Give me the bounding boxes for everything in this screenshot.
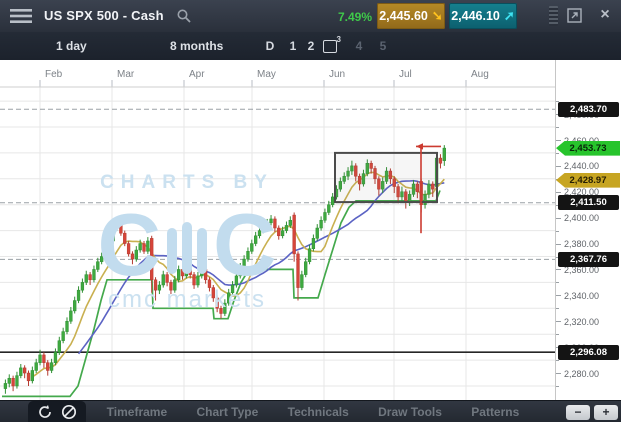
axis-tick — [556, 204, 559, 206]
axis-tick — [556, 334, 559, 336]
axis-tick — [556, 217, 561, 219]
svg-text:Jul: Jul — [399, 69, 412, 80]
axis-tick — [556, 373, 561, 374]
axis-tick — [556, 191, 561, 193]
instrument-title: US SPX 500 - Cash — [44, 8, 164, 23]
chart-tab-1[interactable]: 1 — [289, 39, 297, 53]
month-labels: Feb Mar Apr May Jun Jul Aug — [45, 69, 489, 80]
axis-tick — [556, 140, 561, 141]
price-axis[interactable]: 2,280.002,300.002,320.002,340.002,360.00… — [555, 60, 621, 400]
bottom-toolbar-item-chart-type[interactable]: Chart Type — [196, 405, 259, 419]
price-badge-green: 2,453.73 — [556, 140, 620, 156]
refresh-icon[interactable] — [37, 404, 53, 420]
axis-tick — [556, 152, 559, 154]
zoom-in-button[interactable]: + — [594, 405, 618, 420]
sell-arrow-icon: ➘ — [431, 8, 443, 23]
axis-tick — [556, 165, 561, 167]
bottom-toolbar-item-patterns[interactable]: Patterns — [471, 405, 520, 419]
drawing-annotations — [334, 143, 441, 234]
rectangle-drawing — [334, 151, 438, 204]
close-icon[interactable]: × — [600, 6, 610, 23]
chart-tab-4[interactable]: 4 — [355, 39, 363, 53]
buy-price: 2,446.10 — [451, 9, 500, 23]
menu-hamburger-icon[interactable] — [10, 8, 32, 24]
axis-tick — [556, 256, 559, 258]
axis-tick — [556, 295, 561, 297]
axis-tick-label: 2,460.00 — [564, 135, 600, 146]
buy-arrow-icon: ➚ — [503, 8, 515, 23]
chart-tab-2[interactable]: 2 — [307, 39, 315, 53]
bottom-toolbar-item-timeframe[interactable]: Timeframe — [106, 405, 168, 419]
axis-tick-label: 2,320.00 — [564, 316, 600, 327]
axis-tick — [556, 101, 559, 103]
axis-tick — [556, 282, 559, 284]
drag-grip-handle[interactable] — [549, 6, 558, 26]
price-chart-area[interactable]: Feb Mar Apr May Jun Jul Aug CHARTS BY C C cmc … — [0, 60, 555, 400]
search-icon[interactable] — [177, 9, 191, 23]
axis-tick-label: 2,340.00 — [564, 290, 600, 301]
sell-price: 2,445.60 — [379, 9, 428, 23]
svg-text:May: May — [257, 69, 276, 80]
axis-tick — [556, 386, 559, 387]
candles — [3, 145, 446, 394]
axis-tick — [556, 321, 561, 323]
axis-tick-label: 2,440.00 — [564, 161, 600, 172]
axis-tick-label: 2,400.00 — [564, 213, 600, 224]
disable-drawing-icon[interactable] — [61, 404, 77, 420]
svg-text:Feb: Feb — [45, 69, 63, 80]
bottom-toolbar-items: Timeframe Chart Type Technicals Draw Tools P… — [92, 401, 534, 422]
interval-dropdown[interactable]: 1 day — [56, 39, 87, 53]
svg-text:Apr: Apr — [189, 69, 205, 80]
bottom-toolbar-item-technicals[interactable]: Technicals — [287, 405, 349, 419]
axis-tick — [556, 308, 559, 310]
price-badge-dark: 2,411.50 — [558, 195, 619, 211]
bottom-toolbar-item-draw-tools[interactable]: Draw Tools — [378, 405, 442, 419]
popout-icon[interactable] — [567, 8, 582, 23]
price-badge-dark: 2,483.70 — [558, 101, 619, 117]
axis-tick — [556, 230, 559, 232]
price-chart-svg[interactable]: Feb Mar Apr May Jun Jul Aug — [0, 60, 555, 400]
buy-price-button[interactable]: 2,446.10 ➚ — [449, 3, 517, 29]
range-dropdown[interactable]: 8 months — [170, 39, 224, 53]
sell-price-button[interactable]: 2,445.60 ➘ — [377, 3, 445, 29]
chart-mode-tab — [28, 401, 86, 422]
window-header: US SPX 500 - Cash 7.49% 2,445.60 ➘ 2,446… — [0, 0, 621, 33]
axis-tick — [556, 243, 561, 245]
chart-tab-5[interactable]: 5 — [379, 39, 387, 53]
svg-text:Jun: Jun — [329, 69, 345, 80]
zoom-out-button[interactable]: − — [566, 405, 590, 420]
svg-text:Mar: Mar — [117, 69, 135, 80]
axis-tick-label: 2,360.00 — [564, 264, 600, 275]
axis-tick — [556, 360, 559, 362]
bottom-toolbar: Timeframe Chart Type Technicals Draw Tools P… — [0, 400, 621, 422]
chart-tab-3[interactable]: 3 — [323, 35, 341, 53]
svg-text:Aug: Aug — [471, 69, 489, 80]
trailing-stop-line — [2, 190, 441, 398]
chart-tab-D[interactable]: D — [265, 39, 275, 53]
axis-tick — [556, 269, 561, 271]
price-badge-dark: 2,367.76 — [558, 251, 619, 267]
price-badge-yellow: 2,428.97 — [556, 172, 620, 188]
price-badge-dark: 2,296.08 — [558, 344, 619, 360]
level-lines — [0, 108, 555, 354]
change-percent: 7.49% — [338, 10, 373, 24]
axis-tick — [556, 127, 559, 128]
axis-tick-label: 2,380.00 — [564, 239, 600, 250]
axis-tick-label: 2,280.00 — [564, 368, 600, 379]
axis-tick-label: 2,420.00 — [564, 187, 600, 198]
